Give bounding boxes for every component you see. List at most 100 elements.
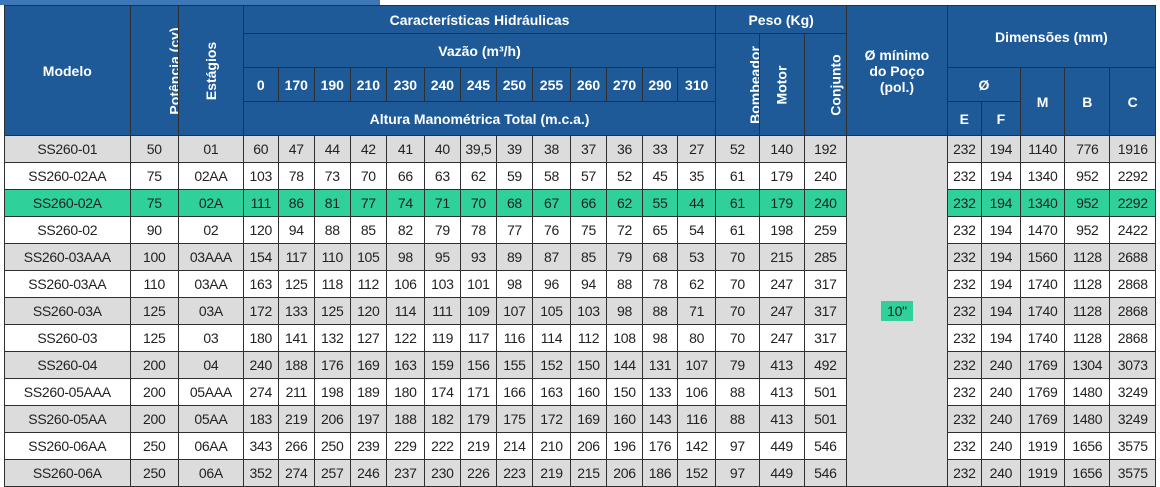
cell-head: 219	[531, 459, 572, 487]
cell-head: 78	[459, 216, 497, 244]
cell-stages: 02	[177, 216, 244, 244]
cell-M: 1919	[1019, 432, 1066, 460]
cell-stages: 06AA	[177, 432, 244, 460]
flow-value: 270	[606, 67, 644, 102]
flow-value: 290	[642, 67, 679, 102]
col-E-header: E	[946, 101, 982, 136]
cell-head: 114	[385, 297, 425, 325]
cell-head: 169	[570, 405, 608, 433]
cell-head: 44	[313, 135, 351, 163]
col-power-header: Potência (cv)	[129, 5, 179, 136]
cell-head: 131	[642, 351, 679, 379]
cell-head: 125	[313, 297, 351, 325]
cell-head: 250	[313, 432, 351, 460]
table-row: SS260-03AA 110 03AA 163 125 118 112 106 103 101 98…	[4, 270, 1156, 298]
cell-head: 89	[495, 243, 533, 271]
cell-head: 142	[677, 432, 717, 460]
cell-E: 232	[946, 378, 982, 406]
table-row: SS260-02AA 75 02AA 103 78 73 70 66 63 62 59 58 57 52 4…	[4, 162, 1156, 190]
cell-C: 3249	[1109, 378, 1156, 406]
cell-head: 27	[677, 135, 717, 163]
cell-head: 219	[459, 432, 497, 460]
cell-head: 86	[277, 189, 315, 217]
cell-head: 42	[349, 135, 387, 163]
cell-E: 232	[946, 324, 982, 352]
col-set-weight-header: Conjunto	[803, 33, 848, 136]
cell-head: 171	[459, 378, 497, 406]
cell-pump-weight: 70	[715, 297, 760, 325]
cell-B: 952	[1064, 189, 1111, 217]
cell-head: 206	[570, 432, 608, 460]
cell-head: 107	[495, 297, 533, 325]
cell-head: 103	[423, 270, 461, 298]
cell-set-weight: 317	[803, 270, 848, 298]
cell-head: 66	[570, 189, 608, 217]
cell-head: 188	[277, 351, 315, 379]
cell-head: 152	[531, 351, 572, 379]
cell-head: 85	[349, 216, 387, 244]
cell-C: 2292	[1109, 162, 1156, 190]
cell-pump-weight: 61	[715, 216, 760, 244]
cell-head: 87	[531, 243, 572, 271]
cell-head: 52	[606, 162, 644, 190]
cell-head: 39	[495, 135, 533, 163]
cell-head: 94	[277, 216, 315, 244]
cell-power: 75	[129, 162, 179, 190]
cell-motor-weight: 413	[758, 405, 805, 433]
pump-weight-label: Bombeador	[747, 45, 760, 124]
cell-pump-weight: 61	[715, 162, 760, 190]
cell-stages: 02AA	[177, 162, 244, 190]
cell-C: 2868	[1109, 270, 1156, 298]
cell-M: 1740	[1019, 270, 1066, 298]
table-row: SS260-02 90 02 120 94 88 85 82 79 78 77 76 75 72 65 54 6…	[4, 216, 1156, 244]
cell-C: 2292	[1109, 189, 1156, 217]
cell-C: 2422	[1109, 216, 1156, 244]
cell-M: 1769	[1019, 351, 1066, 379]
table-row: SS260-05AAA 200 05AAA 274 211 198 189 180 174 171…	[4, 378, 1156, 406]
cell-model: SS260-06AA	[4, 432, 131, 460]
cell-stages: 03AAA	[177, 243, 244, 271]
cell-head: 107	[677, 351, 717, 379]
cell-pump-weight: 61	[715, 189, 760, 217]
col-stages-header: Estágios	[177, 5, 244, 136]
cell-head: 197	[349, 405, 387, 433]
cell-head: 223	[495, 459, 533, 487]
cell-F: 194	[980, 135, 1021, 163]
cell-head: 156	[459, 351, 497, 379]
cell-pump-weight: 70	[715, 243, 760, 271]
cell-head: 169	[349, 351, 387, 379]
cell-head: 119	[423, 324, 461, 352]
well-label-line2: do Poço	[869, 62, 925, 79]
cell-head: 60	[242, 135, 279, 163]
cell-B: 1480	[1064, 405, 1111, 433]
cell-B: 952	[1064, 162, 1111, 190]
cell-head: 40	[423, 135, 461, 163]
cell-head: 133	[277, 297, 315, 325]
pump-spec-table: Modelo Potência (cv) Estágios Caracterís…	[4, 5, 1157, 487]
cell-head: 95	[423, 243, 461, 271]
cell-motor-weight: 179	[758, 189, 805, 217]
set-weight-label: Conjunto	[827, 53, 844, 116]
cell-C: 3575	[1109, 432, 1156, 460]
cell-head: 152	[677, 459, 717, 487]
cell-head: 103	[242, 162, 279, 190]
flow-value: 190	[313, 67, 351, 102]
cell-motor-weight: 247	[758, 270, 805, 298]
cell-head: 109	[459, 297, 497, 325]
cell-stages: 05AA	[177, 405, 244, 433]
cell-F: 240	[980, 351, 1021, 379]
cell-model: SS260-01	[4, 135, 131, 163]
cell-head: 163	[531, 378, 572, 406]
cell-M: 1140	[1019, 135, 1066, 163]
cell-C: 2868	[1109, 324, 1156, 352]
cell-motor-weight: 247	[758, 324, 805, 352]
cell-head: 110	[313, 243, 351, 271]
cell-head: 98	[495, 270, 533, 298]
cell-M: 1740	[1019, 297, 1066, 325]
cell-head: 188	[385, 405, 425, 433]
cell-head: 82	[385, 216, 425, 244]
cell-head: 179	[459, 405, 497, 433]
cell-head: 122	[385, 324, 425, 352]
cell-head: 101	[459, 270, 497, 298]
cell-motor-weight: 198	[758, 216, 805, 244]
